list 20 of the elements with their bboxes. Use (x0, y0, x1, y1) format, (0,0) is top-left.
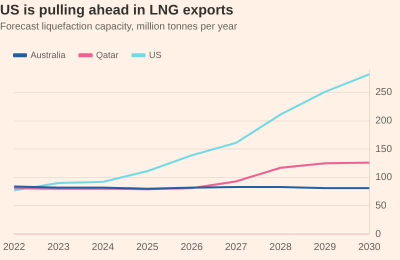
x-tick-label: 2027 (224, 242, 248, 253)
y-tick-label: 150 (375, 144, 392, 155)
x-tick-label: 2023 (47, 242, 70, 253)
x-tick-label: 2024 (92, 242, 114, 253)
y-tick-label: 50 (375, 200, 387, 212)
y-tick-label: 100 (375, 172, 392, 184)
x-tick-label: 2026 (180, 242, 204, 253)
x-tick-label: 2028 (269, 242, 292, 253)
legend-label: US (149, 50, 162, 60)
y-tick-label: 250 (375, 87, 392, 98)
legend-label: Qatar (96, 50, 119, 60)
y-tick-label: 200 (375, 116, 392, 127)
chart-title: US is pulling ahead in LNG exports (0, 1, 234, 18)
x-tick-label: 2030 (358, 242, 381, 253)
chart-subtitle: Forecast liquefaction capacity, million tonnes per year (0, 22, 238, 33)
x-tick-label: 2025 (136, 242, 159, 253)
x-tick-label: 2029 (314, 242, 336, 253)
legend-label: Australia (30, 50, 66, 60)
y-tick-label: 0 (375, 228, 382, 240)
x-tick-label: 2022 (3, 242, 26, 253)
